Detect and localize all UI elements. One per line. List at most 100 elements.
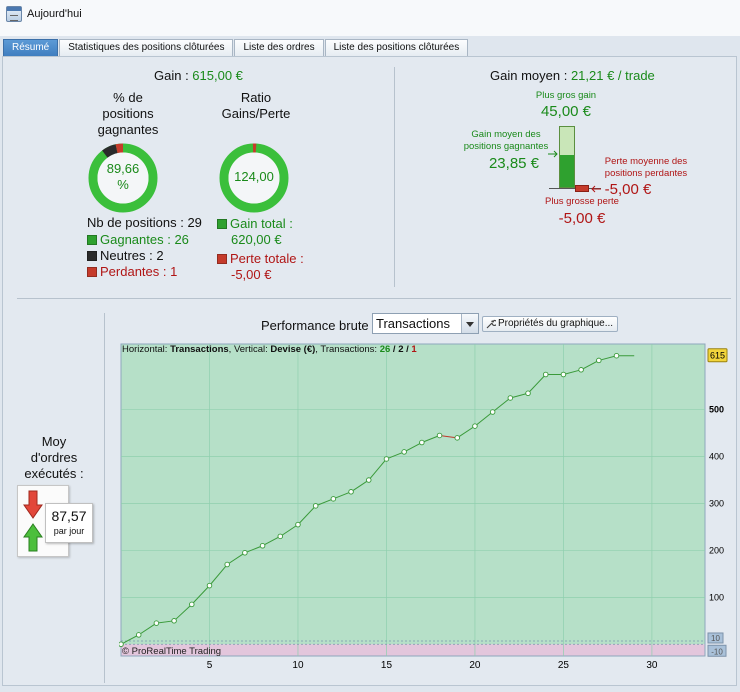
loss-total-value: -5,00 € bbox=[231, 267, 272, 282]
positions-neutral: Neutres : 2 bbox=[87, 248, 164, 263]
ratio-title: Ratio Gains/Perte bbox=[211, 90, 301, 122]
data-point bbox=[419, 439, 425, 446]
data-point bbox=[560, 371, 567, 378]
avg-loss-pointer-icon bbox=[591, 185, 601, 193]
win-pct-value: 89,66 % bbox=[88, 161, 158, 193]
gain-total-value: 620,00 € bbox=[231, 232, 282, 247]
data-point bbox=[242, 550, 248, 556]
chart-info-t-loss: 1 bbox=[411, 344, 417, 355]
tab-liste-positions[interactable]: Liste des positions clôturées bbox=[324, 39, 469, 56]
worst-loss-value: -5,00 € bbox=[558, 210, 606, 227]
orders-title-line2: d'ordres bbox=[30, 450, 78, 465]
avg-loss-label-line1: Perte moyenne des bbox=[604, 156, 688, 167]
donut-loss-arc bbox=[115, 143, 124, 154]
tab-liste-ordres[interactable]: Liste des ordres bbox=[234, 39, 324, 56]
equity-segment bbox=[297, 505, 317, 525]
data-point bbox=[436, 432, 443, 439]
equity-segment bbox=[368, 458, 387, 481]
losing-segment bbox=[439, 434, 458, 439]
tab-statistiques[interactable]: Statistiques des positions clôturées bbox=[59, 39, 234, 56]
data-point bbox=[171, 618, 177, 624]
gain-total-label: Gain total : bbox=[230, 216, 293, 231]
data-point bbox=[330, 496, 337, 502]
avg-win-pointer-icon bbox=[548, 150, 558, 158]
chart-info-t-sep1: / bbox=[390, 344, 399, 355]
chart-info-t-sep2: / bbox=[403, 344, 412, 355]
orders-value: 87,57 bbox=[51, 508, 87, 524]
positions-losing: Perdantes : 1 bbox=[87, 264, 177, 279]
tab-resume[interactable]: Résumé bbox=[3, 39, 59, 56]
orders-title-line3: exécutés : bbox=[24, 466, 84, 481]
loss-total-swatch bbox=[217, 254, 227, 264]
gain-value: 615,00 € bbox=[192, 68, 243, 83]
gain-header: Gain : 615,00 € bbox=[154, 68, 243, 83]
equity-segment bbox=[492, 397, 511, 413]
performance-select[interactable]: Transactions bbox=[372, 313, 479, 334]
zero-badge-label: -10 bbox=[711, 647, 723, 656]
chart-info-t-prefix: , Transactions: bbox=[315, 344, 380, 355]
equity-segment bbox=[244, 545, 263, 554]
equity-segment bbox=[138, 622, 157, 636]
positions-winning-label: Gagnantes : 26 bbox=[100, 232, 189, 247]
y-tick-label: 500 bbox=[709, 405, 724, 415]
loss-total-label: Perte totale : bbox=[230, 251, 304, 266]
best-gain-label: Plus gros gain bbox=[535, 90, 597, 101]
data-point bbox=[366, 477, 372, 483]
equity-segment bbox=[598, 355, 617, 361]
equity-segment bbox=[421, 435, 440, 443]
performance-chart[interactable]: 5 10 15 20 25 30 100 200 300 400 500 615 10 -10 bbox=[119, 342, 731, 672]
positions-losing-label: Perdantes : 1 bbox=[100, 264, 178, 279]
loss-range-bar bbox=[575, 185, 589, 192]
equity-segment bbox=[315, 498, 334, 507]
avg-gain-value: 21,21 € / trade bbox=[570, 68, 655, 83]
y-tick-label: 300 bbox=[709, 499, 724, 509]
data-point bbox=[489, 409, 496, 415]
orders-unit: par jour bbox=[53, 526, 85, 536]
data-point bbox=[259, 542, 266, 549]
orders-title-line1: Moy bbox=[41, 434, 67, 449]
chart-properties-button[interactable]: Propriétés du graphique... bbox=[482, 316, 619, 332]
avg-loss-label-line2: positions perdantes bbox=[604, 168, 688, 179]
last-value-badge bbox=[707, 348, 728, 363]
win-pct-title-line1: % de bbox=[113, 90, 143, 105]
ratio-donut bbox=[219, 143, 289, 213]
win-pct-title: % de positions gagnantes bbox=[81, 90, 175, 138]
chart-info-t-win: 26 bbox=[379, 344, 391, 355]
loss-total-label-row: Perte totale : bbox=[217, 251, 304, 266]
chevron-down-icon[interactable] bbox=[461, 314, 478, 333]
data-point bbox=[383, 456, 390, 462]
data-point bbox=[525, 390, 531, 397]
win-pct-value-line2: % bbox=[117, 177, 129, 192]
left-divider bbox=[104, 313, 105, 683]
data-point bbox=[507, 395, 514, 401]
buy-arrow-icon bbox=[23, 523, 43, 552]
winning-swatch bbox=[87, 235, 97, 245]
summary-panel: Gain : 615,00 € % de positions gagnantes… bbox=[2, 56, 737, 686]
orders-value-box: 87,57 par jour bbox=[45, 503, 93, 543]
equity-segment bbox=[350, 479, 370, 493]
worst-loss-label: Plus grosse perte bbox=[545, 196, 619, 207]
sell-arrow-icon bbox=[23, 490, 43, 519]
equity-segment bbox=[226, 552, 246, 565]
data-point bbox=[401, 449, 407, 455]
chart-copyright: © ProRealTime Trading bbox=[122, 646, 222, 657]
ratio-title-line1: Ratio bbox=[240, 90, 272, 105]
avg-win-label-line1: Gain moyen des bbox=[471, 129, 541, 140]
plot-border bbox=[120, 343, 706, 657]
avg-gain-fill bbox=[560, 155, 574, 187]
performance-label: Performance brute bbox=[261, 318, 369, 333]
data-point bbox=[153, 620, 160, 626]
tab-bar: Résumé Statistiques des positions clôtur… bbox=[3, 39, 469, 56]
equity-segment bbox=[120, 634, 139, 645]
win-pct-value-line1: 89,66 bbox=[106, 161, 140, 176]
vertical-divider bbox=[394, 67, 395, 287]
title-bar: Aujourd'hui bbox=[0, 0, 740, 36]
data-point bbox=[277, 533, 284, 540]
equity-segment bbox=[563, 369, 582, 375]
positions-total: Nb de positions : 29 bbox=[87, 215, 202, 230]
avg-gain-label: Gain moyen : bbox=[490, 68, 571, 83]
small-badge-label: 10 bbox=[711, 634, 720, 643]
equity-segment bbox=[156, 620, 175, 624]
equity-segment bbox=[527, 374, 547, 394]
performance-select-value: Transactions bbox=[376, 316, 450, 331]
